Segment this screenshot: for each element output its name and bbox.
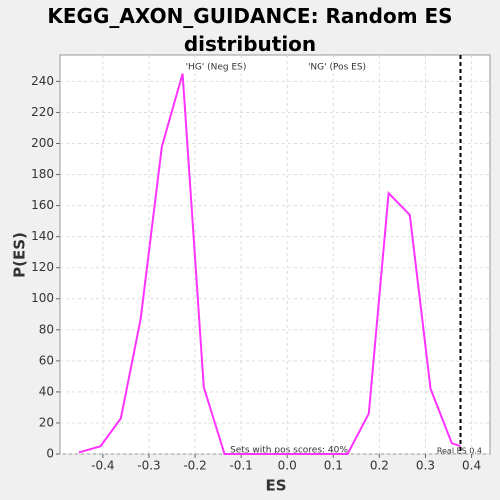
- y-tick-label: 160: [31, 198, 54, 212]
- y-tick-label: 240: [31, 74, 54, 88]
- y-tick-label: 60: [39, 353, 54, 367]
- y-axis-label: P(ES): [11, 232, 29, 278]
- x-tick-label: -0.1: [229, 459, 252, 473]
- x-axis-label: ES: [265, 477, 286, 495]
- y-tick-label: 0: [46, 447, 54, 461]
- y-tick-label: 40: [39, 384, 54, 398]
- y-tick-label: 220: [31, 105, 54, 119]
- chart-title: KEGG_AXON_GUIDANCE: Random ES distributi…: [47, 4, 453, 56]
- x-tick-label: 0.2: [370, 459, 389, 473]
- pos-scores-label: Sets with pos scores: 40%: [230, 446, 348, 456]
- x-tick-label: -0.3: [137, 459, 160, 473]
- y-tick-label: 180: [31, 167, 54, 181]
- real-es-label: Real ES 0.4: [437, 447, 482, 456]
- y-tick-label: 20: [39, 415, 54, 429]
- y-tick-label: 200: [31, 136, 54, 150]
- x-tick-label: 0.3: [416, 459, 435, 473]
- y-tick-label: 140: [31, 229, 54, 243]
- y-tick-label: 80: [39, 322, 54, 336]
- x-tick-label: 0.4: [462, 459, 481, 473]
- x-tick-label: 0.0: [278, 459, 297, 473]
- pos-label: 'NG' (Pos ES): [308, 63, 366, 73]
- y-tick-label: 120: [31, 260, 54, 274]
- series-line: [78, 73, 461, 455]
- y-tick-label: 100: [31, 291, 54, 305]
- neg-label: 'HG' (Neg ES): [186, 63, 247, 73]
- x-tick-label: 0.1: [324, 459, 343, 473]
- x-tick-label: -0.4: [91, 459, 114, 473]
- x-tick-label: -0.2: [183, 459, 206, 473]
- plot-area: [59, 54, 491, 455]
